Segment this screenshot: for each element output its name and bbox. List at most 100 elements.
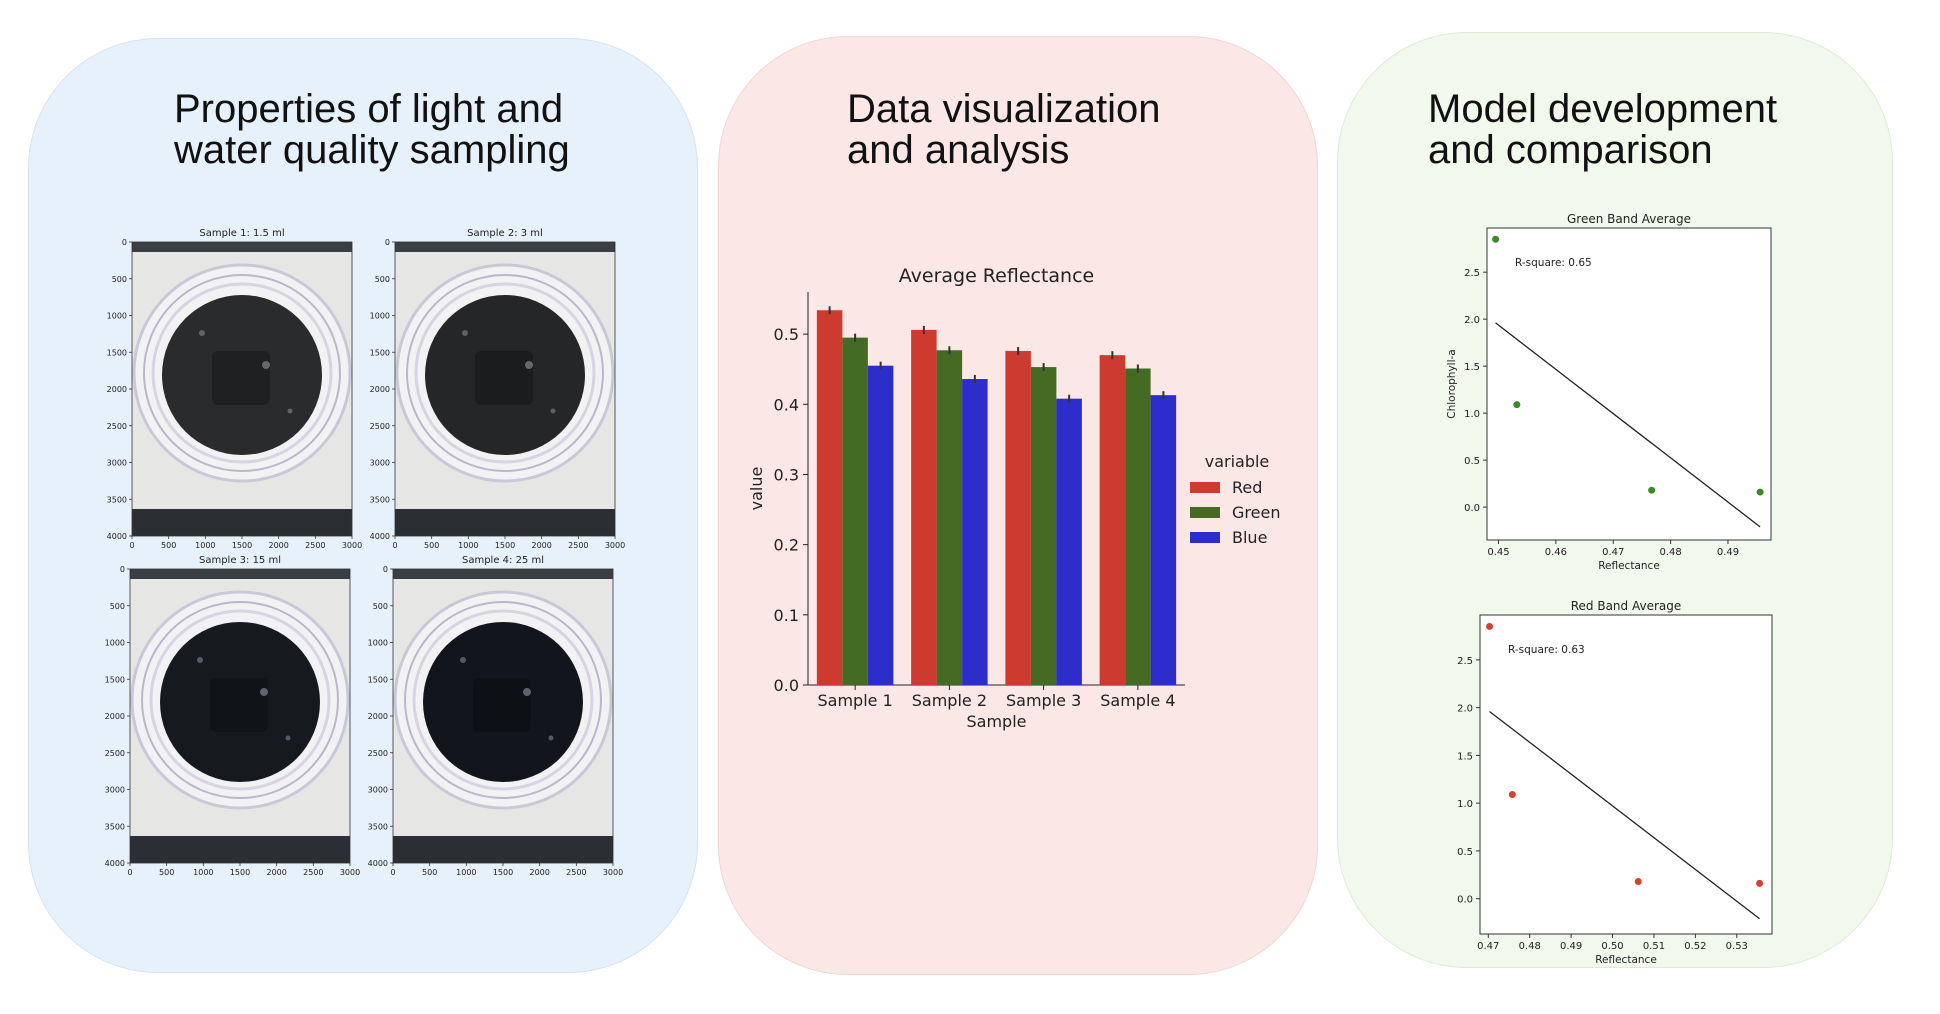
sample-bubble [262, 361, 270, 369]
y-tick-label: 4000 [107, 532, 127, 541]
cup-wall [151, 282, 333, 464]
y-tick-label: 2000 [105, 712, 125, 721]
y-tick-label: 2500 [368, 749, 388, 758]
y-tick-label: 2.0 [1464, 315, 1480, 326]
chart-title: Average Reflectance [899, 265, 1094, 287]
bar-red [911, 329, 937, 685]
y-tick-label: 1000 [368, 639, 388, 648]
sample-bubble [525, 361, 533, 369]
bar-blue [867, 365, 894, 685]
sample-bubble [285, 735, 291, 741]
x-tick-label: 0.48 [1519, 941, 1541, 952]
cup-inner-rim [406, 274, 604, 472]
y-tick-label: 500 [110, 602, 125, 611]
y-tick-label: 0.5 [774, 325, 799, 344]
cup-inner-rim [141, 601, 339, 799]
y-tick-label: 0 [120, 565, 125, 574]
cup-wall [414, 282, 596, 464]
y-tick-label: 1.0 [1457, 799, 1473, 810]
y-tick-label: 3000 [105, 786, 125, 795]
x-tick-label: 2500 [305, 541, 325, 550]
sample-photo-title: Sample 1: 1.5 ml [199, 228, 284, 239]
sample-bubble [260, 688, 268, 696]
y-tick-label: 2.5 [1457, 656, 1473, 667]
legend-swatch [1190, 532, 1220, 543]
y-tick-label: 2000 [107, 385, 127, 394]
x-axis-label: Sample [967, 712, 1027, 731]
bar-red [816, 310, 843, 685]
y-axis-label: Chlorophyll-a [1446, 349, 1458, 418]
legend-swatch [1190, 507, 1220, 518]
y-tick-label: 4000 [105, 859, 125, 868]
y-tick-label: 3000 [368, 786, 388, 795]
x-axis-label: Reflectance [1595, 954, 1657, 966]
x-tick-label: 0.50 [1601, 941, 1623, 952]
y-tick-label: 500 [375, 275, 390, 284]
y-tick-label: 0.0 [774, 676, 799, 695]
y-tick-label: 0.2 [774, 536, 799, 555]
y-tick-label: 2000 [368, 712, 388, 721]
bar-red [1005, 350, 1031, 685]
y-tick-label: 2.0 [1457, 704, 1473, 715]
x-tick-label: 0.46 [1545, 547, 1567, 558]
sample-photo-title: Sample 4: 25 ml [462, 555, 544, 566]
x-tick-label: 2500 [303, 868, 323, 877]
y-tick-label: 2000 [370, 385, 390, 394]
x-tick-label: 3000 [342, 541, 362, 550]
y-tick-label: 1.5 [1464, 362, 1480, 373]
sample-photo-2: Sample 2: 3 ml 0 500 1000 1500 2000 2500 3000 0 5… [370, 228, 626, 550]
data-point [1648, 486, 1656, 494]
x-tick-label: 1500 [495, 541, 515, 550]
r-square-annotation: R-square: 0.63 [1508, 644, 1585, 656]
x-tick-label: 0.51 [1643, 941, 1665, 952]
y-tick-label: 0.0 [1457, 895, 1473, 906]
title-line: and analysis [847, 128, 1070, 172]
y-tick-label: 1500 [105, 675, 125, 684]
y-tick-label: 0.1 [774, 606, 799, 625]
y-axis-label: value [747, 467, 766, 511]
data-point [1486, 622, 1494, 630]
x-tick-label: Sample 4 [1100, 691, 1175, 710]
plot-title: Red Band Average [1571, 599, 1682, 613]
y-tick-label: 2500 [370, 422, 390, 431]
bar-green [936, 350, 963, 685]
y-tick-label: 2.5 [1464, 268, 1480, 279]
title-line: and comparison [1428, 128, 1713, 172]
x-tick-label: 0.52 [1684, 941, 1706, 952]
regression-line [1495, 322, 1761, 528]
y-tick-label: 3000 [370, 459, 390, 468]
y-tick-label: 1500 [370, 348, 390, 357]
x-tick-label: 0.48 [1659, 547, 1681, 558]
y-tick-label: 0.4 [774, 395, 799, 414]
x-tick-label: 1500 [230, 868, 250, 877]
legend-label: Blue [1232, 528, 1267, 547]
y-tick-label: 500 [112, 275, 127, 284]
title-line: Properties of light and [174, 87, 564, 131]
x-tick-label: 3000 [340, 868, 360, 877]
sampling-panel-title: Properties of light and water quality sa… [174, 89, 570, 171]
x-tick-label: 0.49 [1560, 941, 1582, 952]
cup-wall [412, 609, 594, 791]
y-tick-label: 1500 [107, 348, 127, 357]
x-axis-label: Reflectance [1598, 560, 1660, 572]
data-point [1634, 877, 1642, 885]
sample-bubble [548, 735, 554, 741]
y-tick-label: 2500 [105, 749, 125, 758]
x-tick-label: 1000 [195, 541, 215, 550]
sample-bubble [550, 408, 556, 414]
sample-bubble [199, 330, 205, 336]
data-point [1756, 879, 1764, 887]
y-tick-label: 4000 [370, 532, 390, 541]
y-tick-label: 0.5 [1464, 456, 1480, 467]
title-line: Model development [1428, 87, 1778, 131]
y-tick-label: 1.0 [1464, 409, 1480, 420]
photo-table-edge [130, 836, 350, 863]
y-tick-label: 0.0 [1464, 503, 1480, 514]
y-tick-label: 1000 [107, 312, 127, 321]
x-tick-label: 2000 [531, 541, 551, 550]
data-point [1492, 235, 1500, 243]
sample-bubble [287, 408, 293, 414]
sample-bubble [460, 657, 466, 663]
photo-table-edge [395, 509, 615, 536]
sample-photo-4: Sample 4: 25 ml 0 500 1000 1500 2000 2500 3000 0… [368, 555, 624, 877]
